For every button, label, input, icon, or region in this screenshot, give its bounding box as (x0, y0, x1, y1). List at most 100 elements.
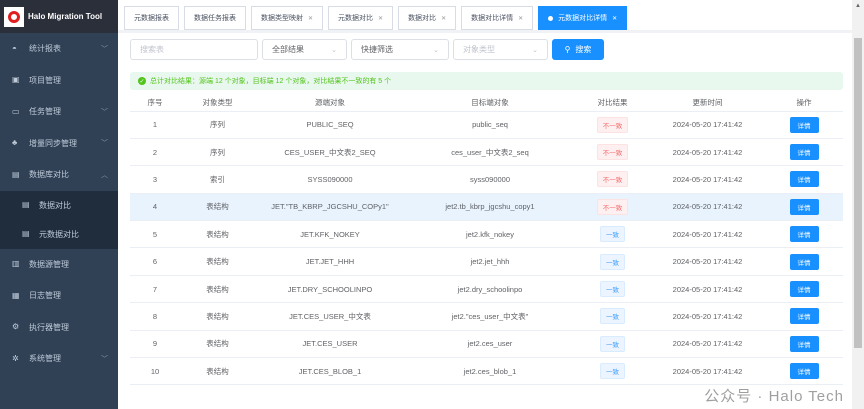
table-cell: JET.JET_HHH (255, 247, 405, 276)
search-input[interactable]: 搜索表 (130, 39, 258, 60)
table-cell: syss090000 (405, 165, 575, 194)
table-cell: 表结构 (180, 275, 255, 304)
sidebar-subitem[interactable]: ▤ 元数据对比 (0, 220, 118, 249)
tab[interactable]: 数据对比详情 ✕ (461, 6, 534, 30)
sidebar-item[interactable]: ♣ 增量同步管理 ﹀ (0, 128, 118, 160)
table-row[interactable]: 9 表结构 JET.CES_USER jet2.ces_user 一致 2024-05-2… (130, 330, 843, 359)
detail-button[interactable]: 详情 (789, 253, 819, 270)
table-cell: 10 (130, 357, 180, 386)
tab-label: 数据对比 (408, 15, 437, 22)
close-icon[interactable]: ✕ (378, 15, 384, 22)
sidebar-item[interactable]: ▤ 数据库对比 ︿ (0, 159, 118, 191)
table-cell: 3 (130, 165, 180, 194)
sidebar-subitem-label: 元数据对比 (39, 229, 79, 239)
table-cell: 2024-05-20 17:41:42 (650, 220, 765, 249)
table-cell: 2024-05-20 17:41:42 (650, 138, 765, 167)
sidebar-item-label: 项目管理 (29, 75, 61, 85)
settings-icon: ✲ (12, 353, 19, 363)
detail-button[interactable]: 详情 (789, 363, 819, 380)
table-cell: 序列 (180, 138, 255, 167)
table-cell: 表结构 (180, 220, 255, 249)
detail-button[interactable]: 详情 (789, 116, 819, 133)
search-button-label: 搜索 (575, 45, 592, 54)
chevron-down-icon: ⌄ (331, 46, 337, 54)
detail-button[interactable]: 详情 (789, 171, 819, 188)
detail-button[interactable]: 详情 (789, 308, 819, 325)
table-icon: ▤ (22, 200, 30, 209)
table-row[interactable]: 7 表结构 JET.DRY_SCHOOLINPO jet2.dry_schoolinp… (130, 275, 843, 304)
tab[interactable]: 元数据报表 (124, 6, 179, 30)
datasource-icon: ▥ (12, 259, 20, 269)
sidebar-item[interactable]: ◓ 统计报表 ﹀ (0, 33, 118, 65)
table-cell: JET.CES_BLOB_1 (255, 357, 405, 386)
sidebar-item[interactable]: ▭ 任务管理 ﹀ (0, 96, 118, 128)
sidebar-item[interactable]: ▦ 日志管理 (0, 280, 118, 312)
table-row[interactable]: 8 表结构 JET.CES_USER_中文表 jet2."ces_user_中文表" 一… (130, 302, 843, 331)
result-select[interactable]: 全部结果 ⌄ (262, 39, 347, 60)
sidebar-item[interactable]: ▣ 项目管理 (0, 65, 118, 97)
close-icon[interactable]: ✕ (612, 15, 618, 22)
column-header: 源端对象 (255, 95, 405, 112)
sidebar-item[interactable]: ✲ 系统管理 ﹀ (0, 343, 118, 375)
table-cell: 表结构 (180, 357, 255, 386)
table-cell: jet2.kfk_nokey (405, 220, 575, 249)
column-header: 序号 (130, 95, 180, 112)
object-type-select[interactable]: 对象类型 ⌄ (453, 39, 548, 60)
executor-icon: ⚙ (12, 322, 20, 332)
compare-icon: ▤ (22, 229, 30, 238)
table-row[interactable]: 6 表结构 JET.JET_HHH jet2.jet_hhh 一致 2024-05-20 … (130, 247, 843, 276)
table-row[interactable]: 4 表结构 JET."TB_KBRP_JGCSHU_COPy1" jet2.tb_kb… (130, 193, 843, 222)
scrollbar-thumb[interactable] (854, 38, 862, 348)
chevron-down-icon: ﹀ (101, 108, 108, 116)
detail-button[interactable]: 详情 (789, 335, 819, 352)
table-cell: 5 (130, 220, 180, 249)
search-button[interactable]: ⚲ 搜索 (552, 39, 604, 60)
comparison-table: 序号 对象类型 源端对象 目标端对象 对比结果 更新时间 操作 1 序列 PUBLIC_SEQ p… (130, 95, 843, 386)
column-header: 对比结果 (575, 95, 650, 112)
scrollbar[interactable]: ▲ (852, 0, 864, 409)
table-row[interactable]: 1 序列 PUBLIC_SEQ public_seq 不一致 2024-05-20 17:… (130, 111, 843, 139)
quick-filter-select[interactable]: 快捷筛选 ⌄ (351, 39, 449, 60)
table-cell: public_seq (405, 111, 575, 139)
close-icon[interactable]: ✕ (308, 15, 314, 22)
detail-button[interactable]: 详情 (789, 226, 819, 243)
tab-bar: 元数据报表 数据任务报表 数据类型映射 ✕ 元数据对比 ✕ 数据对比 ✕ 数据对比详情 ✕ 元数据对… (124, 6, 628, 30)
tab[interactable]: 元数据对比详情 ✕ (538, 6, 628, 30)
table-cell: JET."TB_KBRP_JGCSHU_COPy1" (255, 193, 405, 222)
table-row[interactable]: 10 表结构 JET.CES_BLOB_1 jet2.ces_blob_1 一致 2024… (130, 357, 843, 386)
detail-button[interactable]: 详情 (789, 281, 819, 298)
table-row[interactable]: 5 表结构 JET.KFK_NOKEY jet2.kfk_nokey 一致 2024-05… (130, 220, 843, 249)
tab-label: 数据任务报表 (194, 15, 236, 22)
sidebar-item-label: 增量同步管理 (29, 138, 77, 148)
table-cell: 表结构 (180, 330, 255, 359)
table-cell: CES_USER_中文表2_SEQ (255, 138, 405, 167)
tab[interactable]: 数据对比 ✕ (398, 6, 457, 30)
sidebar-subitem[interactable]: ▤ 数据对比 (0, 191, 118, 220)
sidebar-item[interactable]: ▥ 数据源管理 (0, 249, 118, 281)
table-cell: 9 (130, 330, 180, 359)
detail-button[interactable]: 详情 (789, 198, 819, 215)
table-row[interactable]: 2 序列 CES_USER_中文表2_SEQ ces_user_中文表2_seq 不一致… (130, 138, 843, 167)
chevron-down-icon: ⌄ (433, 46, 439, 54)
table-cell: 6 (130, 247, 180, 276)
scroll-up-icon[interactable]: ▲ (855, 3, 861, 9)
column-header: 更新时间 (650, 95, 765, 112)
chevron-down-icon: ﹀ (101, 140, 108, 148)
close-icon[interactable]: ✕ (518, 15, 524, 22)
filter-bar: 搜索表 全部结果 ⌄ 快捷筛选 ⌄ 对象类型 ⌄ ⚲ 搜索 (130, 39, 604, 60)
tab[interactable]: 数据任务报表 (184, 6, 246, 30)
sidebar-item[interactable]: ⚙ 执行器管理 (0, 312, 118, 344)
status-badge: 一致 (600, 335, 625, 352)
status-badge: 一致 (600, 253, 625, 270)
status-badge: 不一致 (596, 144, 629, 161)
close-icon[interactable]: ✕ (441, 15, 447, 22)
chevron-down-icon: ⌄ (532, 46, 538, 54)
table-cell: ces_user_中文表2_seq (405, 138, 575, 167)
tab[interactable]: 元数据对比 ✕ (328, 6, 394, 30)
table-row[interactable]: 3 索引 SYSS090000 syss090000 不一致 2024-05-20 17:… (130, 165, 843, 194)
database-icon: ▤ (12, 169, 20, 179)
detail-button[interactable]: 详情 (789, 144, 819, 161)
tab[interactable]: 数据类型映射 ✕ (251, 6, 324, 30)
summary-alert: ✓ 总计对比结果：源端 12 个对象，目标端 12 个对象，对比结果不一致的有 … (130, 72, 843, 90)
status-badge: 一致 (600, 281, 625, 298)
